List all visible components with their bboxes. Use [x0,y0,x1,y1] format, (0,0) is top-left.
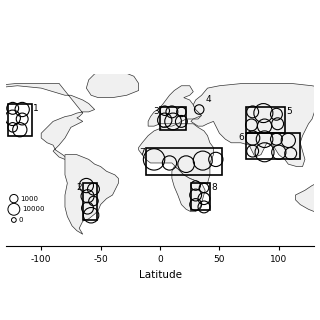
Bar [83,183,97,220]
Bar [8,104,32,136]
Polygon shape [148,86,202,126]
Polygon shape [86,71,139,98]
X-axis label: Latitude: Latitude [139,270,181,280]
Bar [245,107,285,133]
Polygon shape [191,84,320,166]
Bar [146,148,222,175]
Text: 1000: 1000 [20,196,38,202]
Text: 7: 7 [139,148,145,156]
Bar [191,183,210,211]
Text: 2: 2 [76,183,82,192]
Bar [160,107,186,130]
Text: 3: 3 [153,107,159,116]
Polygon shape [65,155,118,234]
Polygon shape [172,166,205,212]
Polygon shape [0,84,95,159]
Text: 6: 6 [239,133,244,142]
Text: 10000: 10000 [22,206,45,212]
Text: 0: 0 [19,217,23,223]
Polygon shape [295,183,320,219]
Polygon shape [139,124,213,183]
Text: 1: 1 [33,104,39,113]
Text: 5: 5 [286,107,292,116]
Bar [245,133,300,159]
Text: 8: 8 [211,183,217,192]
Text: 4: 4 [205,95,211,104]
